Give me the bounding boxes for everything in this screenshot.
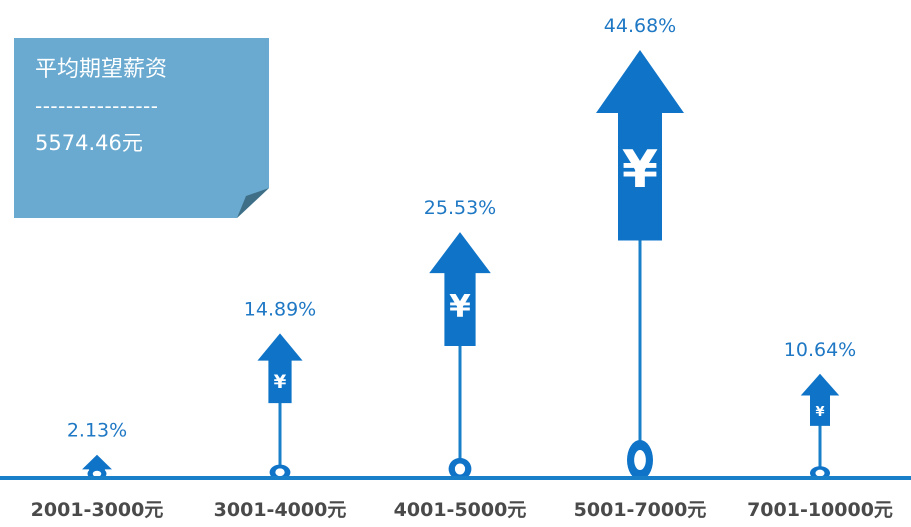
value-label: 10.64% bbox=[784, 339, 856, 361]
arrow-head bbox=[800, 373, 840, 426]
yen-icon: ¥ bbox=[815, 405, 824, 420]
base-ring-hole bbox=[815, 469, 825, 477]
salary-arrow: ¥ bbox=[596, 50, 684, 480]
average-salary-note: 平均期望薪资 ---------------- 5574.46元 bbox=[14, 38, 269, 218]
note-title: 平均期望薪资 bbox=[35, 57, 167, 82]
salary-arrow: ¥ bbox=[257, 333, 303, 480]
salary-arrow: ¥ bbox=[429, 232, 491, 480]
arrow-head bbox=[257, 333, 303, 404]
base-ring-hole bbox=[275, 468, 285, 477]
arrow-head bbox=[429, 232, 491, 347]
note-divider: ---------------- bbox=[35, 94, 158, 118]
value-label: 25.53% bbox=[424, 197, 496, 219]
base-ring-hole bbox=[634, 450, 646, 470]
note-background bbox=[14, 38, 269, 218]
yen-icon: ¥ bbox=[274, 372, 287, 393]
yen-icon: ¥ bbox=[449, 289, 471, 325]
salary-arrow: ¥ bbox=[800, 373, 840, 481]
value-label: 14.89% bbox=[244, 298, 316, 320]
value-label: 44.68% bbox=[604, 15, 676, 37]
category-label: 2001-3000元 bbox=[31, 499, 164, 521]
note-value: 5574.46元 bbox=[35, 131, 143, 155]
arrow-head bbox=[596, 50, 684, 241]
base-ring-hole bbox=[454, 463, 466, 475]
category-labels: 2001-3000元 3001-4000元 4001-5000元 5001-7000元… bbox=[31, 499, 893, 521]
category-label: 4001-5000元 bbox=[394, 499, 527, 521]
category-label: 3001-4000元 bbox=[214, 499, 347, 521]
category-label: 5001-7000元 bbox=[574, 499, 707, 521]
base-ring-hole bbox=[92, 470, 102, 477]
chart-marks: ¥2.13%¥14.89%¥25.53%¥44.68%¥10.64% bbox=[67, 15, 856, 480]
category-label: 7001-10000元 bbox=[747, 499, 893, 521]
value-label: 2.13% bbox=[67, 420, 127, 442]
yen-icon: ¥ bbox=[622, 140, 658, 200]
note-fold-icon bbox=[237, 188, 269, 218]
